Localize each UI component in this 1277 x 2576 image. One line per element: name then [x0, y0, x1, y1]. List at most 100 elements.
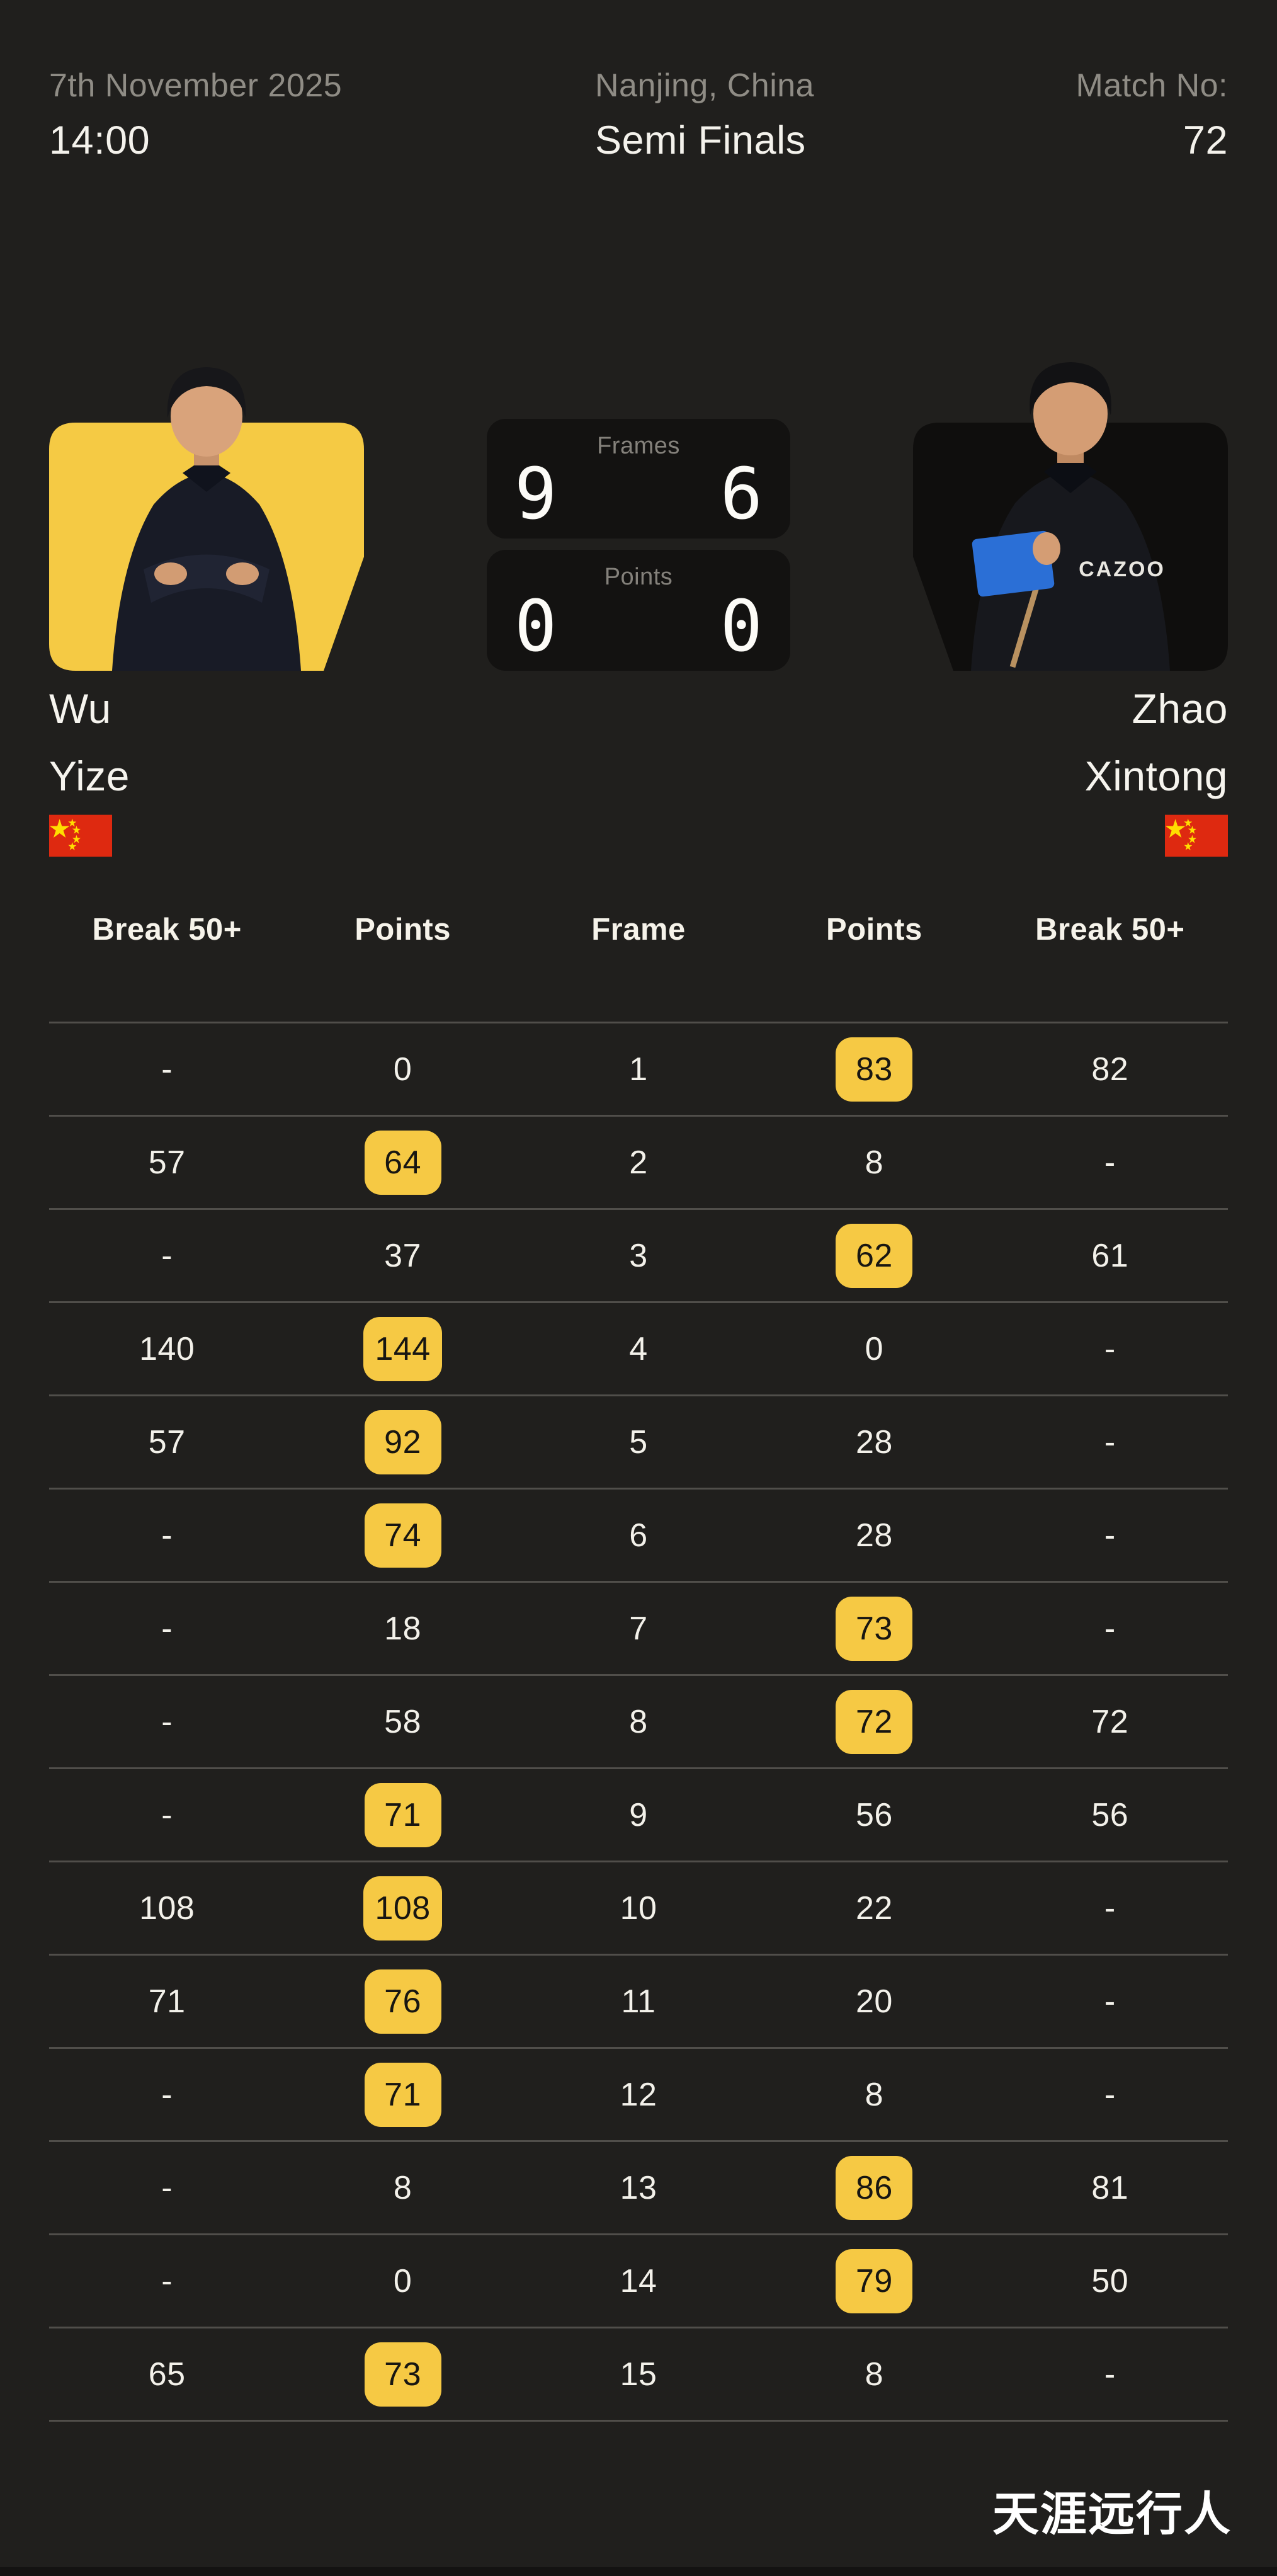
cell-wu-points: 18	[384, 1610, 422, 1647]
cell-frame-number: 5	[629, 1423, 648, 1461]
table-row: - 8 13 86 81	[49, 2140, 1228, 2233]
col-header-frame: Frame	[591, 913, 686, 947]
table-row: - 18 7 73 -	[49, 1581, 1228, 1674]
table-row: - 37 3 62 61	[49, 1208, 1228, 1301]
match-time: 14:00	[49, 118, 150, 162]
cell-wu-break: -	[161, 1703, 173, 1740]
match-venue-round: Nanjing, China Semi Finals	[595, 66, 814, 167]
player-last-name-wu: Yize	[49, 752, 130, 799]
table-row: - 74 6 28 -	[49, 1488, 1228, 1581]
cell-wu-break: 65	[148, 2356, 186, 2393]
col-header-wu-points: Points	[355, 913, 451, 947]
player-name-zhao: Zhao Xintong	[1085, 675, 1228, 810]
cell-wu-points: 74	[285, 1490, 520, 1581]
frames-label: Frames	[597, 433, 680, 459]
cell-wu-break: -	[161, 2169, 173, 2206]
points-label: Points	[604, 564, 673, 590]
table-row: - 0 14 79 50	[49, 2233, 1228, 2327]
cell-frame-number: 15	[620, 2356, 657, 2393]
cell-wu-break: 140	[139, 1330, 195, 1367]
match-number-block: Match No: 72	[1076, 66, 1228, 167]
frames-score-wu: 9	[514, 453, 557, 535]
shirt-logo-text: CAZOO	[1079, 557, 1166, 581]
table-row: - 71 12 8 -	[49, 2047, 1228, 2140]
frames-score-box: Frames 9 6	[487, 419, 790, 539]
cell-wu-break: -	[161, 1517, 173, 1554]
col-header-wu-break: Break 50+	[92, 913, 242, 947]
cell-zhao-break: 72	[1091, 1703, 1129, 1740]
cell-wu-break: -	[161, 2076, 173, 2113]
cell-wu-points: 73	[285, 2328, 520, 2420]
col-header-zhao-points: Points	[826, 913, 922, 947]
player-silhouette-zhao: CAZOO	[971, 362, 1170, 671]
table-row: - 0 1 83 82	[49, 1022, 1228, 1115]
cell-wu-break: -	[161, 2262, 173, 2300]
match-date-time: 7th November 2025 14:00	[49, 66, 342, 167]
cell-zhao-break: -	[1104, 1517, 1116, 1554]
cell-zhao-points: 8	[865, 2356, 884, 2393]
cell-wu-break: 108	[139, 1889, 195, 1927]
cell-zhao-break: 61	[1091, 1237, 1129, 1274]
frames-table-body: - 0 1 83 82 57 64 2 8 - - 37 3 62 61 140…	[49, 1022, 1228, 2422]
frames-table-header: Break 50+ Points Frame Points Break 50+	[49, 912, 1228, 947]
cell-zhao-points: 62	[756, 1210, 992, 1301]
cell-zhao-points: 20	[855, 1983, 893, 2020]
table-row: 65 73 15 8 -	[49, 2327, 1228, 2420]
cell-zhao-break: -	[1104, 1610, 1116, 1647]
cell-zhao-points: 28	[855, 1423, 893, 1461]
cell-zhao-break: -	[1104, 1423, 1116, 1461]
cell-frame-number: 6	[629, 1517, 648, 1554]
cell-zhao-points: 73	[756, 1583, 992, 1674]
cell-frame-number: 12	[620, 2076, 657, 2113]
cell-frame-number: 9	[629, 1796, 648, 1833]
cell-wu-break: -	[161, 1796, 173, 1833]
cell-zhao-break: -	[1104, 1330, 1116, 1367]
cell-wu-points: 92	[285, 1396, 520, 1488]
table-row: 140 144 4 0 -	[49, 1301, 1228, 1394]
cell-wu-points: 58	[384, 1703, 422, 1740]
match-number-label: Match No:	[1076, 67, 1228, 104]
cell-zhao-points: 28	[855, 1517, 893, 1554]
cell-zhao-points: 8	[865, 2076, 884, 2113]
match-date: 7th November 2025	[49, 67, 343, 104]
cell-zhao-break: -	[1104, 2356, 1116, 2393]
frames-score-zhao: 6	[720, 453, 763, 535]
table-row: 108 108 10 22 -	[49, 1861, 1228, 1954]
cell-frame-number: 4	[629, 1330, 648, 1367]
points-score-box: Points 0 0	[487, 550, 790, 671]
watermark-text: 天涯远行人	[992, 2487, 1232, 2541]
cell-zhao-break: -	[1104, 2076, 1116, 2113]
player-first-name-zhao: Zhao	[1132, 685, 1228, 732]
cell-wu-points: 108	[285, 1862, 520, 1954]
cell-zhao-break: -	[1104, 1144, 1116, 1181]
points-score-zhao: 0	[720, 586, 763, 668]
bottom-strip	[0, 2567, 1277, 2576]
table-row: 57 64 2 8 -	[49, 1115, 1228, 1208]
cell-wu-break: -	[161, 1051, 173, 1088]
match-round: Semi Finals	[595, 118, 806, 162]
cell-frame-number: 3	[629, 1237, 648, 1274]
cell-zhao-points: 72	[756, 1676, 992, 1767]
cell-zhao-points: 22	[855, 1889, 893, 1927]
cell-wu-points: 37	[384, 1237, 422, 1274]
table-row: - 58 8 72 72	[49, 1674, 1228, 1767]
cell-wu-break: -	[161, 1237, 173, 1274]
player-photo-zhao: CAZOO	[913, 362, 1228, 671]
cell-frame-number: 10	[620, 1889, 657, 1927]
cell-zhao-points: 86	[756, 2142, 992, 2233]
cell-wu-break: 57	[148, 1423, 186, 1461]
cell-wu-points: 64	[285, 1117, 520, 1208]
player-name-wu: Wu Yize	[49, 675, 130, 810]
table-row: 71 76 11 20 -	[49, 1954, 1228, 2047]
col-header-zhao-break: Break 50+	[1035, 913, 1185, 947]
cell-frame-number: 2	[629, 1144, 648, 1181]
cell-wu-points: 144	[285, 1303, 520, 1394]
cell-zhao-points: 0	[865, 1330, 884, 1367]
cell-frame-number: 7	[629, 1610, 648, 1647]
china-flag-icon	[49, 814, 112, 857]
cell-wu-points: 0	[393, 1051, 412, 1088]
china-flag-icon	[1165, 814, 1228, 857]
cell-zhao-break: -	[1104, 1983, 1116, 2020]
cell-wu-points: 8	[393, 2169, 412, 2206]
